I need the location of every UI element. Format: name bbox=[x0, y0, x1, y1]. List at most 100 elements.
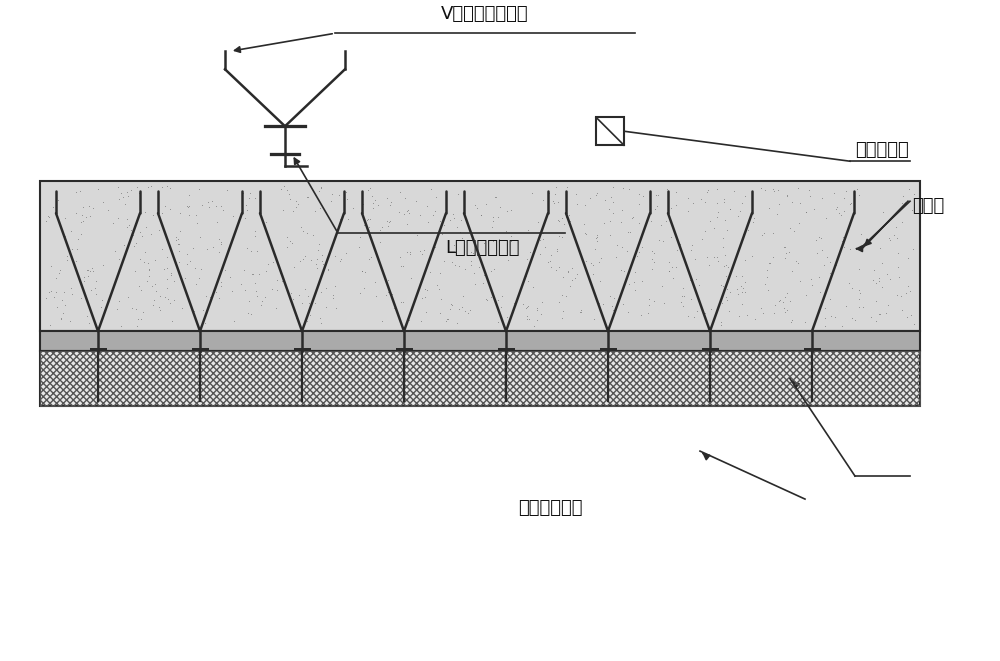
Point bbox=[577, 228, 593, 239]
Point bbox=[818, 213, 834, 223]
Point bbox=[827, 312, 843, 323]
Point bbox=[874, 258, 890, 268]
Point bbox=[601, 204, 617, 214]
Point bbox=[132, 254, 148, 264]
Point bbox=[372, 237, 388, 247]
Point bbox=[604, 301, 620, 311]
Point bbox=[288, 202, 304, 212]
Point bbox=[643, 215, 659, 226]
Point bbox=[311, 186, 327, 196]
Point bbox=[141, 264, 157, 275]
Point bbox=[740, 225, 756, 235]
Point bbox=[646, 248, 662, 258]
Point bbox=[904, 205, 920, 215]
Point bbox=[722, 204, 738, 215]
Point bbox=[485, 215, 501, 226]
Point bbox=[872, 243, 888, 253]
Point bbox=[535, 227, 551, 238]
Point bbox=[417, 284, 433, 294]
Point bbox=[550, 215, 566, 225]
Point bbox=[535, 234, 551, 245]
Point bbox=[766, 307, 782, 318]
Point bbox=[777, 307, 793, 317]
Point bbox=[654, 281, 670, 292]
Point bbox=[224, 286, 240, 296]
Point bbox=[868, 296, 884, 307]
Point bbox=[534, 296, 550, 307]
Point bbox=[798, 207, 814, 217]
Point bbox=[124, 302, 140, 313]
Point bbox=[900, 281, 916, 292]
Point bbox=[757, 185, 773, 196]
Point bbox=[432, 268, 448, 278]
Point bbox=[686, 311, 702, 322]
Point bbox=[157, 200, 173, 211]
Point bbox=[624, 212, 640, 223]
Point bbox=[903, 310, 919, 321]
Point bbox=[254, 296, 270, 307]
Point bbox=[247, 193, 263, 204]
Point bbox=[294, 297, 310, 308]
Point bbox=[620, 307, 636, 317]
Point bbox=[582, 193, 598, 204]
Point bbox=[219, 184, 235, 195]
Point bbox=[95, 196, 111, 207]
Point bbox=[731, 311, 747, 321]
Point bbox=[687, 254, 703, 264]
Point bbox=[420, 217, 436, 227]
Point bbox=[59, 254, 75, 265]
Point bbox=[719, 295, 735, 305]
Point bbox=[898, 288, 914, 298]
Point bbox=[591, 256, 607, 267]
Point bbox=[68, 186, 84, 197]
Point bbox=[734, 270, 750, 281]
Point bbox=[313, 183, 329, 194]
Point bbox=[492, 202, 508, 212]
Point bbox=[834, 235, 850, 246]
Point bbox=[499, 311, 515, 322]
Point bbox=[766, 186, 782, 196]
Point bbox=[569, 199, 585, 210]
Point bbox=[309, 263, 325, 274]
Point bbox=[314, 256, 330, 266]
Point bbox=[132, 227, 148, 237]
Point bbox=[449, 222, 465, 233]
Point bbox=[171, 239, 187, 250]
Point bbox=[313, 317, 329, 328]
Point bbox=[249, 245, 265, 256]
Point bbox=[188, 278, 204, 289]
Point bbox=[160, 293, 176, 304]
Point bbox=[241, 192, 257, 203]
Point bbox=[844, 313, 860, 323]
Point bbox=[554, 231, 570, 242]
Point bbox=[281, 189, 297, 200]
Point bbox=[816, 260, 832, 270]
Point bbox=[427, 241, 443, 252]
Point bbox=[635, 190, 651, 201]
Point bbox=[215, 205, 231, 215]
Point bbox=[258, 217, 274, 227]
Point bbox=[680, 311, 696, 322]
Point bbox=[526, 321, 542, 331]
Point bbox=[730, 289, 746, 299]
Point bbox=[706, 223, 722, 233]
Point bbox=[300, 192, 316, 202]
Point bbox=[564, 274, 580, 285]
Point bbox=[327, 251, 343, 262]
Point bbox=[374, 316, 390, 327]
Point bbox=[651, 235, 667, 246]
Point bbox=[327, 280, 343, 291]
Point bbox=[520, 225, 536, 235]
Point bbox=[367, 194, 383, 205]
Point bbox=[463, 256, 479, 266]
Point bbox=[842, 220, 858, 231]
Bar bbox=[40, 351, 920, 406]
Point bbox=[520, 276, 536, 287]
Point bbox=[784, 196, 800, 207]
Point bbox=[193, 264, 209, 274]
Point bbox=[615, 298, 631, 309]
Point bbox=[244, 269, 260, 280]
Point bbox=[413, 315, 429, 326]
Point bbox=[119, 186, 135, 197]
Point bbox=[476, 250, 492, 260]
